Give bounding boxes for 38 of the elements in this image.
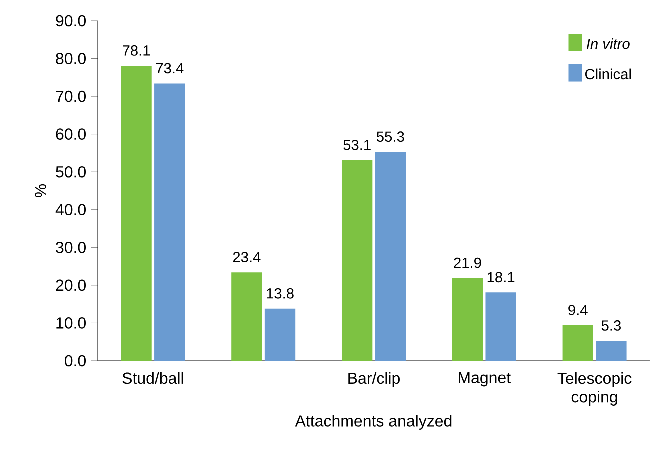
y-tick-label: 30.0 [56,242,86,254]
x-tick-label: Bar/clip [348,372,400,388]
data-label: 23.4 [233,252,261,263]
bar [232,272,262,361]
data-label: 5.3 [602,320,621,331]
bar [375,152,406,361]
y-tick-label: 40.0 [56,204,86,216]
bar [342,160,373,361]
y-tick-label: 10.0 [56,318,86,329]
data-label: 9.4 [568,305,588,316]
y-tick-label: 0.0 [65,355,86,367]
bar [121,66,152,361]
y-tick-label: 80.0 [56,53,86,64]
x-tick-label: Telescopic coping [558,372,632,406]
x-tick-label: Magnet [459,372,511,387]
bar [596,340,627,361]
data-label: 13.8 [267,288,294,299]
y-tick-label: 20.0 [56,280,86,292]
bar [264,308,296,361]
y-tick-label: 70.0 [56,90,86,102]
bar [154,84,186,361]
y-axis-title: % [35,184,46,198]
x-tick-label: Stud/ball [122,372,184,384]
y-tick-label: 50.0 [56,166,86,178]
bar [452,278,484,361]
x-axis-title: Attachments analyzed [295,415,452,430]
data-label: 21.9 [454,258,482,268]
data-label: 73.4 [156,63,184,74]
bar [562,325,594,361]
data-label: 78.1 [123,46,150,56]
data-label: 18.1 [488,272,515,283]
bar [486,292,516,361]
data-label: 53.1 [344,140,371,150]
legend-label: In vitro [586,38,630,50]
y-tick-label: 90.0 [56,15,86,27]
data-label: 55.3 [376,132,404,142]
y-tick-label: 60.0 [56,128,86,140]
legend-label: Clinical [585,68,632,80]
